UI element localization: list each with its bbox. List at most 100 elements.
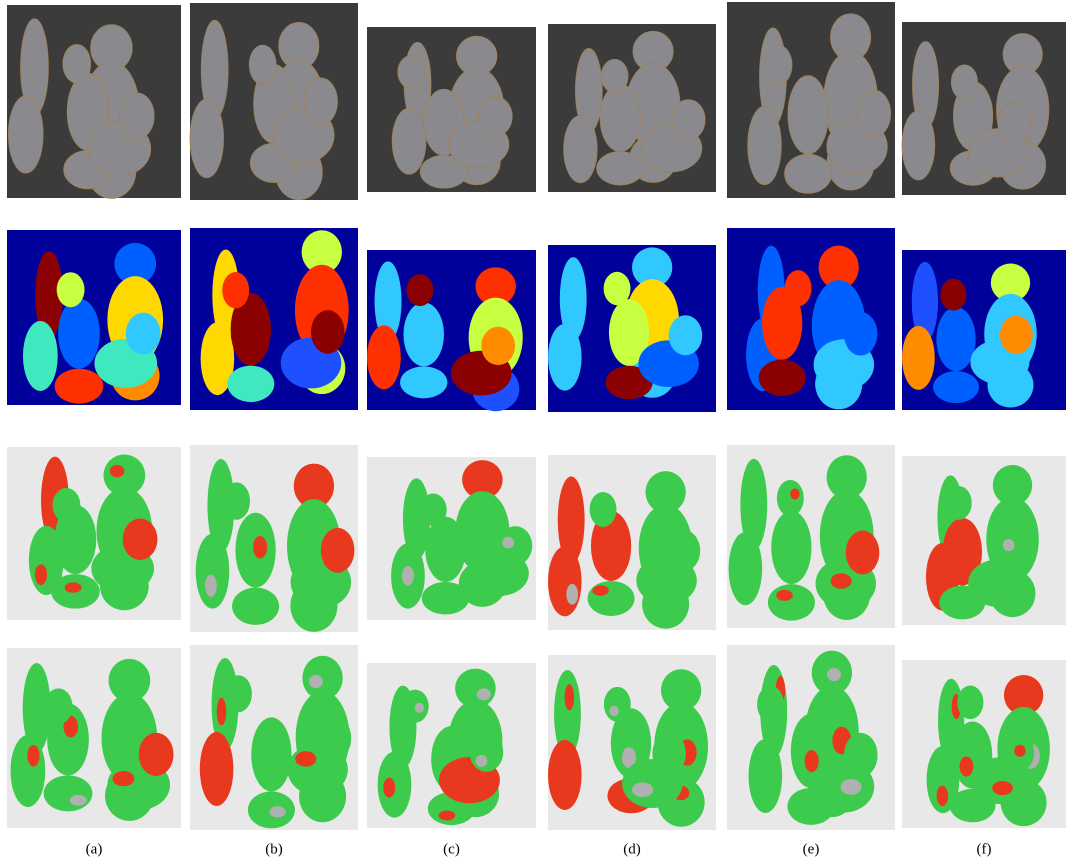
panel [727, 228, 895, 410]
segment [222, 272, 249, 308]
segment [667, 530, 701, 572]
segment-detail [959, 756, 973, 776]
segment-detail [70, 795, 87, 806]
segment-detail [1003, 539, 1014, 551]
panel [727, 445, 895, 628]
segment-detail [790, 489, 799, 500]
segment [548, 546, 582, 616]
segment-detail [992, 781, 1013, 795]
segment [771, 511, 811, 584]
segment [53, 488, 81, 523]
segment-detail [605, 523, 619, 544]
segment-detail [439, 811, 456, 821]
panel [548, 655, 716, 830]
segment [902, 326, 935, 390]
panel [548, 455, 716, 630]
segment-detail [205, 574, 217, 596]
panel [190, 445, 358, 632]
segment [8, 96, 43, 173]
panel [190, 3, 358, 200]
segment [55, 369, 104, 404]
panel [7, 5, 181, 198]
segment [672, 100, 706, 140]
segment [604, 687, 631, 722]
panel [367, 663, 536, 828]
segment-detail [937, 786, 948, 806]
panel [190, 228, 358, 410]
caption: (b) [265, 841, 283, 857]
segment-detail [929, 578, 940, 598]
segment [597, 151, 644, 185]
panel [727, 2, 895, 198]
panel [548, 245, 716, 412]
segment [225, 675, 252, 712]
figure: (a)(b)(c)(d)(e)(f) [0, 0, 1067, 861]
segment-detail [573, 527, 582, 553]
segment [45, 688, 73, 724]
segment [601, 59, 628, 93]
panel [902, 250, 1066, 410]
panel [7, 648, 181, 828]
segment-detail [27, 745, 39, 767]
segment [936, 307, 975, 371]
segment [119, 93, 154, 139]
panel [902, 22, 1066, 195]
segment-detail [1014, 745, 1025, 757]
segment [951, 65, 977, 100]
segment [200, 732, 234, 806]
panel [367, 250, 536, 411]
segment [139, 733, 174, 776]
caption: (e) [803, 841, 820, 857]
segment [759, 360, 806, 396]
segment [400, 366, 447, 398]
segment-detail [856, 543, 868, 556]
segment-detail [592, 585, 608, 596]
segment [63, 44, 91, 83]
caption: (d) [623, 841, 641, 857]
segment [768, 584, 815, 621]
segment [777, 480, 804, 517]
segment-detail [566, 584, 578, 605]
segment-detail [415, 703, 424, 713]
segment [749, 739, 783, 813]
segment [998, 534, 1031, 575]
segment [669, 315, 703, 355]
segment-detail [840, 779, 861, 795]
segment [902, 111, 935, 180]
segment [321, 528, 355, 573]
segment [588, 581, 635, 616]
segment [600, 84, 640, 151]
segment-detail [383, 778, 395, 798]
segment [564, 116, 598, 183]
segment [748, 106, 782, 184]
segment [788, 76, 828, 154]
panel [7, 230, 181, 405]
segment-detail [776, 590, 792, 601]
caption: (c) [443, 841, 460, 857]
panel [7, 447, 181, 620]
segment [251, 717, 291, 791]
segment [398, 56, 425, 89]
segment [757, 686, 784, 723]
segment [403, 302, 444, 366]
segment-detail [502, 537, 514, 549]
segment [946, 486, 972, 520]
segment [857, 90, 891, 137]
segment-detail [112, 771, 134, 786]
segment [957, 686, 983, 720]
segment-detail [632, 782, 653, 797]
segment [318, 716, 352, 760]
segment [548, 324, 582, 391]
panel [367, 27, 536, 192]
segment [304, 78, 338, 125]
segment [44, 775, 93, 811]
panel [548, 24, 716, 192]
segment [481, 327, 515, 365]
segment [478, 97, 512, 137]
segment [406, 274, 433, 306]
segment [123, 518, 158, 560]
segment [998, 103, 1031, 145]
segment-detail [565, 684, 574, 710]
segment [933, 371, 979, 403]
segment-detail [295, 751, 316, 767]
